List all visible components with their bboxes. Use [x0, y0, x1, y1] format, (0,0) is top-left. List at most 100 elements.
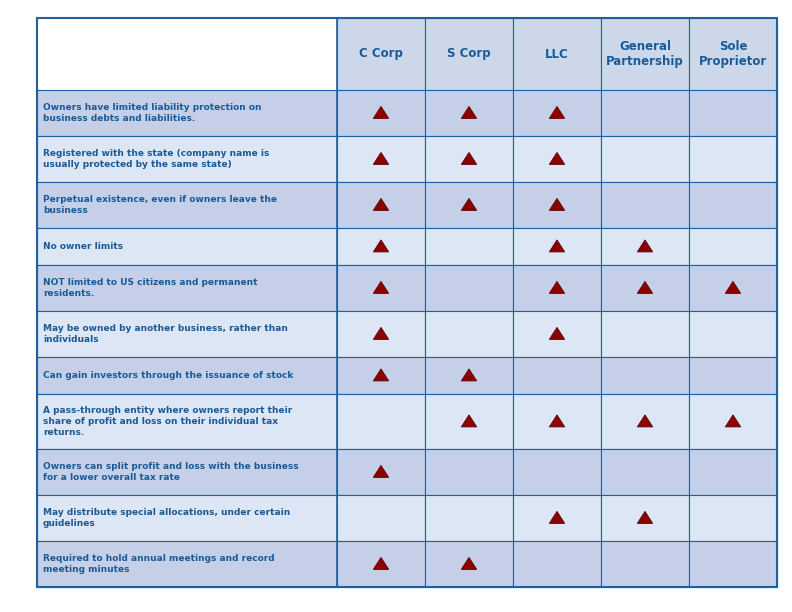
Bar [425, 136, 513, 182]
Bar [337, 495, 425, 541]
Bar [689, 228, 777, 265]
Bar [689, 18, 777, 90]
Bar [37, 541, 337, 587]
Bar [601, 228, 689, 265]
Text: Required to hold annual meetings and record
meeting minutes: Required to hold annual meetings and rec… [43, 554, 275, 574]
Text: S Corp: S Corp [447, 48, 491, 61]
Bar [37, 495, 337, 541]
Bar [689, 90, 777, 136]
Text: Can gain investors through the issuance of stock: Can gain investors through the issuance … [43, 371, 293, 380]
Bar [425, 357, 513, 394]
Polygon shape [461, 152, 477, 165]
Bar [689, 311, 777, 357]
Bar [337, 182, 425, 228]
Bar [37, 136, 337, 182]
Text: Owners have limited liability protection on
business debts and liabilities.: Owners have limited liability protection… [43, 103, 261, 123]
Bar [337, 357, 425, 394]
Polygon shape [461, 415, 477, 427]
Polygon shape [373, 558, 389, 569]
Bar [337, 449, 425, 495]
Polygon shape [550, 327, 565, 340]
Polygon shape [638, 282, 653, 293]
Bar [37, 394, 337, 449]
Polygon shape [373, 152, 389, 165]
Bar [337, 90, 425, 136]
Text: No owner limits: No owner limits [43, 242, 123, 251]
Bar [601, 541, 689, 587]
Bar [37, 182, 337, 228]
Bar [513, 449, 601, 495]
Polygon shape [461, 198, 477, 211]
Bar [425, 394, 513, 449]
Polygon shape [550, 198, 565, 211]
Polygon shape [373, 369, 389, 381]
Bar [689, 136, 777, 182]
Bar [425, 182, 513, 228]
Bar [513, 182, 601, 228]
Polygon shape [373, 106, 389, 118]
Bar [601, 357, 689, 394]
Bar [425, 495, 513, 541]
Polygon shape [550, 282, 565, 293]
Bar [601, 18, 689, 90]
Bar [337, 311, 425, 357]
Bar [425, 265, 513, 311]
Polygon shape [638, 415, 653, 427]
Polygon shape [725, 282, 741, 293]
Polygon shape [550, 512, 565, 523]
Bar [601, 136, 689, 182]
Text: Perpetual existence, even if owners leave the
business: Perpetual existence, even if owners leav… [43, 195, 277, 215]
Bar [37, 357, 337, 394]
Bar [37, 449, 337, 495]
Text: Registered with the state (company name is
usually protected by the same state): Registered with the state (company name … [43, 149, 269, 170]
Bar [513, 541, 601, 587]
Bar [37, 18, 337, 587]
Polygon shape [373, 327, 389, 340]
Text: NOT limited to US citizens and permanent
residents.: NOT limited to US citizens and permanent… [43, 278, 257, 298]
Bar [37, 311, 337, 357]
Bar [513, 136, 601, 182]
Bar [425, 228, 513, 265]
Polygon shape [725, 415, 741, 427]
Bar [601, 311, 689, 357]
Polygon shape [373, 240, 389, 252]
Bar [689, 394, 777, 449]
Bar [513, 357, 601, 394]
Text: Sole
Proprietor: Sole Proprietor [699, 40, 767, 68]
Bar [425, 541, 513, 587]
Bar [513, 228, 601, 265]
Bar [37, 228, 337, 265]
Bar [337, 136, 425, 182]
Bar [513, 495, 601, 541]
Polygon shape [373, 282, 389, 293]
Bar [513, 90, 601, 136]
Bar [425, 449, 513, 495]
Bar [425, 18, 513, 90]
Polygon shape [373, 198, 389, 211]
Bar [337, 394, 425, 449]
Bar [689, 357, 777, 394]
Polygon shape [550, 415, 565, 427]
Polygon shape [461, 558, 477, 569]
Bar [689, 495, 777, 541]
Bar [689, 182, 777, 228]
Bar [37, 90, 337, 136]
Text: General
Partnership: General Partnership [606, 40, 683, 68]
Polygon shape [638, 512, 653, 523]
Bar [337, 265, 425, 311]
Text: LLC: LLC [545, 48, 569, 61]
Text: C Corp: C Corp [359, 48, 403, 61]
Bar [337, 541, 425, 587]
Bar [513, 394, 601, 449]
Text: Owners can split profit and loss with the business
for a lower overall tax rate: Owners can split profit and loss with th… [43, 462, 299, 482]
Bar [601, 90, 689, 136]
Polygon shape [550, 240, 565, 252]
Bar [689, 265, 777, 311]
Polygon shape [461, 369, 477, 381]
Bar [513, 265, 601, 311]
Bar [601, 495, 689, 541]
Bar [513, 18, 601, 90]
Bar [689, 541, 777, 587]
Text: May distribute special allocations, under certain
guidelines: May distribute special allocations, unde… [43, 508, 290, 528]
Bar [513, 311, 601, 357]
